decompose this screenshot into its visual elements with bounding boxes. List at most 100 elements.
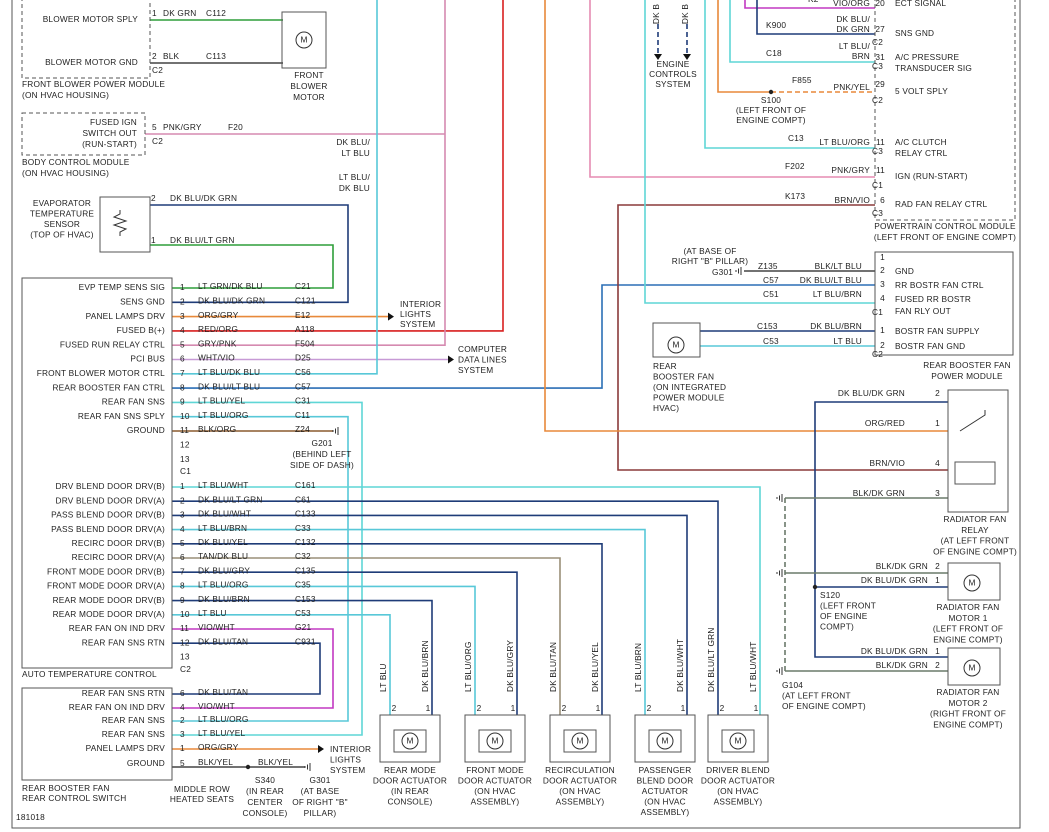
pin-function: GND bbox=[895, 266, 914, 276]
pin-number: 11 bbox=[876, 137, 885, 147]
wire-color: DK BLU/WHT bbox=[675, 639, 685, 692]
wire bbox=[172, 599, 433, 715]
connector: C2 bbox=[872, 349, 883, 359]
pin-function: A/C CLUTCH bbox=[895, 137, 947, 147]
circuit: D25 bbox=[295, 353, 311, 363]
circuit: G21 bbox=[295, 622, 311, 632]
wire-color: BLK/LT BLU bbox=[815, 261, 862, 271]
pin-function: REAR MODE DOOR DRV(A) bbox=[53, 609, 165, 619]
pin-number: 5 bbox=[180, 758, 185, 768]
connector: C1 bbox=[180, 466, 191, 476]
pin-function: FRONT MODE DOOR DRV(B) bbox=[47, 566, 165, 576]
wire bbox=[172, 401, 363, 736]
pin-number: 2 bbox=[647, 703, 652, 713]
wire-color: DK BLU/LT BLU bbox=[800, 275, 862, 285]
wire-color: BRN/VIO bbox=[869, 458, 905, 468]
wire-color: WHT/VIO bbox=[198, 353, 235, 363]
wire-color: DK BLU/TAN bbox=[548, 642, 558, 692]
pin-number: 4 bbox=[180, 524, 185, 534]
circuit: C931 bbox=[295, 636, 316, 646]
pin-function: FRONT BLOWER MOTOR CTRL bbox=[37, 368, 165, 378]
label: RIGHT "B" PILLAR) bbox=[672, 256, 748, 266]
pin-function: BOSTR FAN SUPPLY bbox=[895, 326, 980, 336]
relay-switch bbox=[959, 410, 986, 432]
label: S100 bbox=[761, 95, 781, 105]
pin-function: 5 VOLT SPLY bbox=[895, 86, 948, 96]
pin-number: 3 bbox=[935, 488, 940, 498]
wire bbox=[744, 0, 875, 9]
label: MOTOR 2 bbox=[948, 698, 987, 708]
connector: C1 bbox=[872, 307, 883, 317]
module-title: AUTO TEMPERATURE CONTROL bbox=[22, 669, 157, 679]
circuit: C57 bbox=[295, 381, 311, 391]
actuator-box bbox=[549, 714, 611, 763]
wire-color: DK BLU/LT GRN bbox=[706, 627, 716, 692]
label: BOOSTER FAN bbox=[653, 372, 714, 382]
label: REAR BOOSTER FAN bbox=[22, 783, 110, 793]
motor-symbol bbox=[486, 732, 504, 750]
label: (ON HVAC bbox=[644, 797, 686, 807]
pin-number: 5 bbox=[180, 538, 185, 548]
wire-color: VIO/WHT bbox=[198, 622, 235, 632]
wire-color: LT BLU/WHT bbox=[748, 641, 758, 692]
wire-color: DK BLU/GRY bbox=[505, 640, 515, 692]
pin-function: DRV BLEND DOOR DRV(B) bbox=[56, 481, 166, 491]
label: INTERIOR bbox=[330, 744, 371, 754]
wire-color: DK BLU/YEL bbox=[590, 642, 600, 692]
label: SYSTEM bbox=[655, 79, 690, 89]
label: DOOR ACTUATOR bbox=[373, 776, 447, 786]
wire-color: DK BLU/DK GRN bbox=[170, 193, 237, 203]
pcm-box bbox=[874, 0, 1016, 221]
circuit: C57 bbox=[763, 275, 779, 285]
wire-color: LT BLU/ORG bbox=[198, 714, 249, 724]
label: FRONT BLOWER POWER MODULE bbox=[22, 79, 165, 89]
wire bbox=[172, 585, 476, 715]
label: LT BLU bbox=[341, 148, 370, 158]
motor-letter: M bbox=[968, 663, 975, 673]
wire bbox=[172, 642, 321, 695]
wire-color: DK BLU/DK GRN bbox=[861, 646, 928, 656]
pin-function: REAR FAN SNS RTN bbox=[82, 688, 165, 698]
pin-function: PANEL LAMPS DRV bbox=[86, 311, 166, 321]
motor-letter: M bbox=[491, 736, 498, 746]
wire-color: LT BLU/BRN bbox=[633, 643, 643, 692]
wire-color: DK BLU/WHT bbox=[198, 509, 251, 519]
pin-function: REAR FAN SNS bbox=[102, 715, 166, 725]
rear-switch-box bbox=[21, 687, 173, 781]
label: (AT BASE bbox=[301, 786, 340, 796]
label: HVAC) bbox=[653, 403, 679, 413]
wire-color: DK BLU/DK GRN bbox=[861, 575, 928, 585]
motor-letter: M bbox=[672, 340, 679, 350]
atc-box bbox=[21, 277, 173, 669]
wire bbox=[172, 0, 446, 347]
circuit: C61 bbox=[295, 494, 311, 504]
wire-color: GRY/PNK bbox=[198, 338, 237, 348]
label: DK BLU bbox=[339, 183, 370, 193]
actuator-body bbox=[648, 729, 682, 753]
wire bbox=[172, 514, 688, 715]
wire bbox=[172, 542, 603, 715]
label: REAR bbox=[653, 361, 677, 371]
wire bbox=[172, 0, 504, 332]
wire bbox=[814, 401, 948, 658]
circuit: F202 bbox=[785, 161, 805, 171]
circuit: C161 bbox=[295, 480, 316, 490]
arrow bbox=[683, 54, 691, 60]
pin-number: 2 bbox=[880, 340, 885, 350]
circuit: C112 bbox=[206, 8, 226, 18]
wire-color: DK BLU/ bbox=[836, 14, 870, 24]
label: DATA LINES bbox=[458, 355, 507, 365]
label: PASSENGER bbox=[639, 765, 692, 775]
motor-symbol bbox=[667, 336, 685, 354]
pin-function: FUSED B(+) bbox=[117, 325, 165, 335]
label: G301 bbox=[309, 775, 330, 785]
splice bbox=[245, 764, 251, 770]
pin-number: 11 bbox=[180, 425, 189, 435]
label: (ON HVAC bbox=[717, 786, 759, 796]
wire-color: LT BLU/YEL bbox=[198, 728, 246, 738]
wire bbox=[172, 500, 719, 715]
wire-color: LT BLU/ORG bbox=[198, 580, 249, 590]
wire-color: DK BLU/DK GRN bbox=[198, 295, 265, 305]
label: 2 bbox=[935, 660, 940, 670]
